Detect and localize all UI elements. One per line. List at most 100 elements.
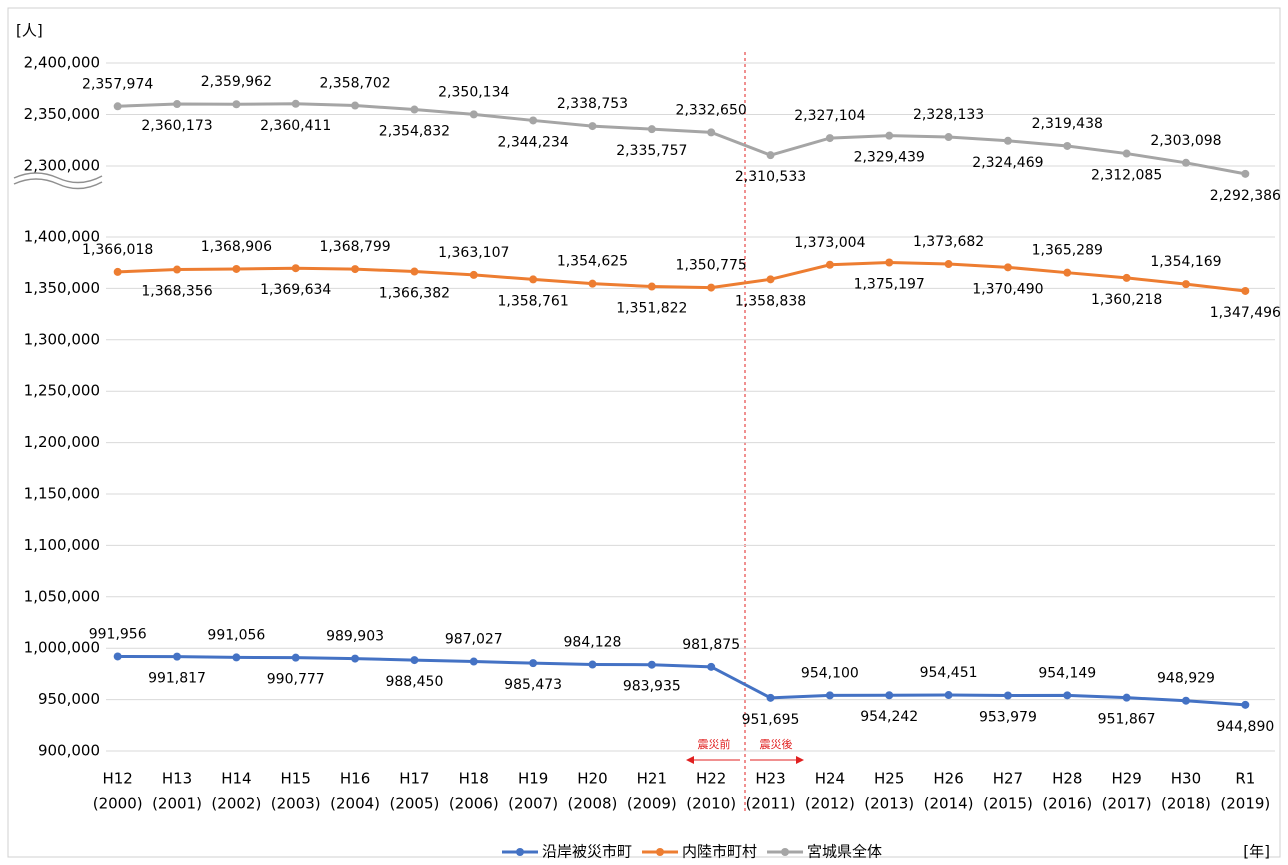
point	[291, 264, 300, 273]
y-tick-label: 1,400,000	[24, 228, 100, 246]
event-arrows	[686, 756, 804, 764]
arrow-head	[686, 756, 694, 764]
data-label: 1,365,289	[1032, 243, 1103, 259]
legend-marker	[516, 848, 524, 856]
point	[1003, 691, 1012, 700]
x-tick-label: H29	[1111, 770, 1141, 788]
y-tick-label: 1,150,000	[24, 485, 100, 503]
series: 2,357,974 2,360,173 2,359,962 2,360,411 2,35…	[82, 74, 1281, 204]
point	[351, 265, 360, 274]
data-label: 951,695	[742, 712, 800, 728]
point	[766, 693, 775, 702]
arrow-head	[796, 756, 804, 764]
data-label: 954,149	[1038, 665, 1096, 681]
data-label: 2,357,974	[82, 76, 153, 92]
point	[469, 657, 478, 666]
data-label: 991,956	[89, 626, 147, 642]
legend: 沿岸被災市町 内陸市町村 宮城県全体	[502, 843, 882, 861]
series: 991,956 991,817 991,056 990,777 989,903 988,4…	[89, 626, 1275, 734]
point	[1181, 280, 1190, 289]
data-label: 951,867	[1098, 712, 1156, 728]
data-label: 1,358,838	[735, 293, 806, 309]
legend-label: 内陸市町村	[682, 843, 757, 861]
annotation: 震災前	[698, 737, 731, 751]
data-label: 2,329,439	[854, 150, 925, 166]
point	[1063, 268, 1072, 277]
point	[351, 101, 360, 110]
y-tick-label: 1,250,000	[24, 382, 100, 400]
data-label: 1,363,107	[438, 245, 509, 261]
point	[647, 660, 656, 669]
y-tick-label: 1,100,000	[24, 536, 100, 554]
data-label: 989,903	[326, 629, 384, 645]
data-label: 2,319,438	[1032, 116, 1103, 132]
point	[1063, 691, 1072, 700]
point	[529, 275, 538, 284]
x-tick-sublabel: (2014)	[924, 795, 974, 813]
data-label: 1,347,496	[1210, 305, 1281, 321]
x-tick-sublabel: (2016)	[1042, 795, 1092, 813]
x-tick-sublabel: (2018)	[1161, 795, 1211, 813]
x-tick-label: H13	[162, 770, 192, 788]
point	[647, 125, 656, 134]
x-tick-sublabel: (2001)	[152, 795, 202, 813]
data-label: 954,451	[920, 665, 978, 681]
data-label: 991,056	[207, 627, 265, 643]
data-label: 2,359,962	[201, 74, 272, 90]
data-label: 985,473	[504, 677, 562, 693]
point	[1003, 263, 1012, 272]
point	[885, 258, 894, 267]
legend-marker	[656, 848, 665, 856]
x-tick-sublabel: (2012)	[805, 795, 855, 813]
data-label: 2,344,234	[497, 134, 568, 150]
point	[410, 267, 419, 276]
data-label: 2,350,134	[438, 84, 509, 100]
data-label: 2,324,469	[972, 155, 1043, 171]
legend-marker	[781, 848, 790, 856]
point	[410, 105, 419, 114]
data-label: 1,358,761	[497, 293, 568, 309]
y-tick-label: 1,350,000	[24, 279, 100, 297]
point	[825, 691, 834, 700]
x-tick-label: H12	[102, 770, 132, 788]
point	[647, 282, 656, 291]
data-label: 1,370,490	[972, 281, 1043, 297]
x-tick-sublabel: (2011)	[746, 795, 796, 813]
data-label: 1,368,356	[141, 284, 212, 300]
y-tick-label: 2,350,000	[24, 105, 100, 123]
point	[113, 102, 122, 111]
x-tick-label: H26	[933, 770, 963, 788]
x-tick-label: H15	[281, 770, 311, 788]
point	[588, 122, 597, 131]
data-label: 1,354,169	[1150, 254, 1221, 270]
point	[944, 260, 953, 269]
data-label: 2,360,173	[141, 118, 212, 134]
data-label: 2,327,104	[794, 108, 865, 124]
y-tick-label: 900,000	[38, 742, 100, 760]
point	[529, 116, 538, 125]
point	[1241, 700, 1250, 709]
data-label: 2,335,757	[616, 143, 687, 159]
point	[351, 654, 360, 663]
series: 1,366,018 1,368,356 1,368,906 1,369,634 1,36…	[82, 234, 1281, 321]
data-label: 987,027	[445, 632, 503, 648]
x-tick-label: H20	[577, 770, 607, 788]
annotation: 震災後	[760, 737, 793, 751]
point	[885, 131, 894, 140]
point	[1122, 149, 1131, 158]
x-tick-label: H21	[637, 770, 667, 788]
break-line	[13, 172, 103, 184]
data-label: 983,935	[623, 679, 681, 695]
data-label: 2,338,753	[557, 96, 628, 112]
point	[1122, 693, 1131, 702]
x-tick-sublabel: (2019)	[1220, 795, 1270, 813]
x-tick-label: H18	[459, 770, 489, 788]
data-label: 2,310,533	[735, 169, 806, 185]
line	[117, 260, 1246, 293]
data-label: 1,366,382	[379, 286, 450, 302]
data-label: 1,360,218	[1091, 292, 1162, 308]
x-tick-label: H19	[518, 770, 548, 788]
point	[410, 656, 419, 665]
data-label: 954,100	[801, 665, 859, 681]
point	[1241, 286, 1250, 295]
